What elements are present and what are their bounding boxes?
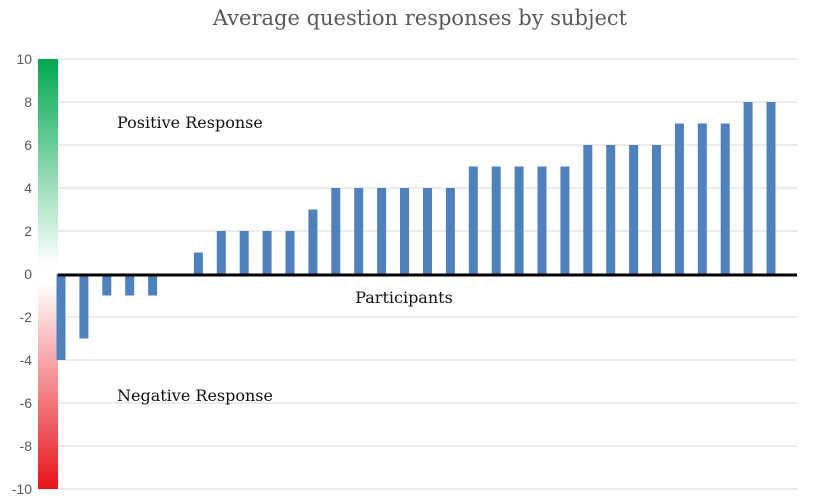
bar-participant-3 [102,274,112,296]
chart-title: Average question responses by subject [212,6,628,30]
bar-participant-5 [148,274,158,296]
bar-participant-4 [125,274,135,296]
positive-response-label: Positive Response [117,113,263,132]
bar-participant-26 [629,145,639,274]
bar-participant-30 [720,123,730,274]
bar-participant-28 [674,123,684,274]
bar-participant-9 [239,231,249,274]
bar-participant-29 [697,123,707,274]
bar-participant-31 [743,102,753,274]
bar-participant-15 [377,188,387,274]
bar-participant-17 [423,188,432,274]
y-tick-label: -6 [20,395,33,411]
y-tick-label: 10 [16,51,32,67]
bar-participant-24 [583,145,593,274]
bar-participant-7 [193,252,203,274]
y-tick-label: 6 [24,137,32,153]
bar-participant-22 [537,166,547,274]
bars [56,102,776,360]
bar-participant-11 [285,231,295,274]
y-tick-label: 4 [24,180,32,196]
bar-participant-1 [56,274,66,360]
bar-participant-21 [514,166,524,274]
bar-participant-8 [216,231,226,274]
bar-participant-10 [262,231,272,274]
y-tick-label: 0 [24,266,32,282]
y-tick-label: 2 [24,223,32,239]
y-tick-label: -4 [20,352,33,368]
y-axis-ticks: 10 8 6 4 2 0 -2 -4 -6 -8 -10 [12,51,32,497]
negative-response-label: Negative Response [117,386,273,405]
response-scale-bar [38,59,58,489]
bar-participant-32 [766,102,776,274]
bar-participant-13 [331,188,341,274]
bar-participant-19 [468,166,478,274]
bar-participant-14 [354,188,364,274]
bar-participant-2 [79,274,89,339]
y-tick-label: 8 [24,94,32,110]
y-tick-label: -10 [12,481,32,497]
y-tick-label: -2 [20,309,33,325]
bar-participant-20 [491,166,501,274]
bar-participant-23 [560,166,570,274]
x-axis-label: Participants [355,288,453,307]
bar-participant-25 [606,145,616,274]
bar-participant-27 [652,145,661,274]
bar-participant-12 [308,209,318,274]
y-tick-label: -8 [20,438,33,454]
bar-participant-16 [400,188,409,274]
bar-participant-18 [445,188,455,274]
